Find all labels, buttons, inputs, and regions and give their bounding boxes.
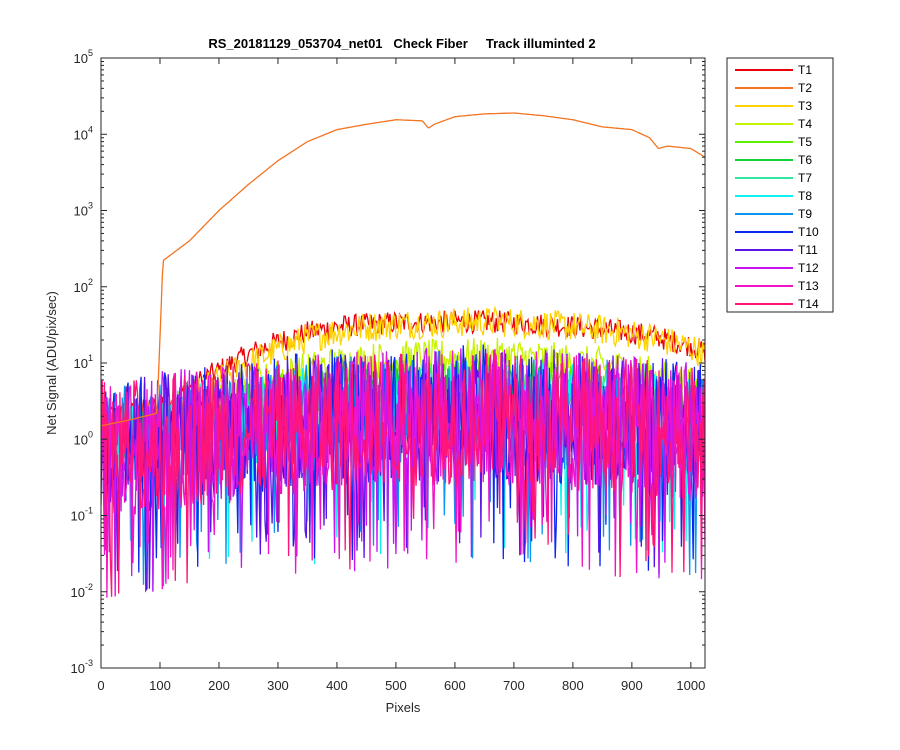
legend-item-t13: T13 — [735, 279, 819, 293]
y-tick-exponent: -1 — [85, 506, 93, 516]
legend-label: T13 — [798, 279, 819, 293]
y-tick-exponent: 5 — [88, 48, 93, 58]
legend-item-t3: T3 — [735, 99, 812, 113]
y-tick-base: 10 — [71, 661, 85, 676]
legend-item-t10: T10 — [735, 225, 819, 239]
legend-item-t4: T4 — [735, 117, 812, 131]
legend-item-t8: T8 — [735, 189, 812, 203]
chart-title: RS_20181129_053704_net01 Check Fiber Tra… — [208, 36, 595, 51]
y-tick-exponent: 2 — [88, 277, 93, 287]
y-tick-exponent: -3 — [85, 658, 93, 668]
y-tick-exponent: 4 — [88, 124, 93, 134]
x-tick-label: 900 — [621, 678, 643, 693]
legend-label: T12 — [798, 261, 819, 275]
y-tick-label: 10-3 — [71, 658, 93, 676]
y-tick-base: 10 — [74, 280, 88, 295]
y-tick-exponent: -2 — [85, 582, 93, 592]
legend-box — [726, 57, 834, 313]
y-tick-label: 102 — [74, 277, 93, 295]
y-tick-label: 10-1 — [71, 506, 93, 524]
legend-item-t11: T11 — [735, 243, 818, 257]
y-tick-base: 10 — [74, 432, 88, 447]
y-tick-label: 104 — [74, 124, 93, 142]
y-tick-exponent: 0 — [88, 429, 93, 439]
legend-label: T5 — [798, 135, 812, 149]
legend-item-t2: T2 — [735, 81, 812, 95]
legend-item-t6: T6 — [735, 153, 812, 167]
series-layer — [101, 112, 705, 598]
series-line-t14 — [101, 350, 705, 597]
legend-item-t1: T1 — [735, 63, 812, 77]
y-tick-exponent: 1 — [88, 353, 93, 363]
y-tick-base: 10 — [74, 127, 88, 142]
x-tick-label: 0 — [97, 678, 104, 693]
legend-label: T2 — [798, 81, 812, 95]
y-tick-base: 10 — [74, 356, 88, 371]
x-tick-label: 500 — [385, 678, 407, 693]
legend-label: T4 — [798, 117, 812, 131]
y-axis-label: Net Signal (ADU/pix/sec) — [44, 291, 59, 435]
legend-item-t5: T5 — [735, 135, 812, 149]
legend-item-t12: T12 — [735, 261, 819, 275]
x-tick-label: 700 — [503, 678, 525, 693]
plot-area — [100, 57, 706, 669]
x-tick-label: 300 — [267, 678, 289, 693]
x-tick-label: 800 — [562, 678, 584, 693]
y-tick-label: 101 — [74, 353, 93, 371]
series-line-t2 — [101, 112, 705, 427]
legend-item-t7: T7 — [735, 171, 812, 185]
x-tick-label: 100 — [149, 678, 171, 693]
y-tick-base: 10 — [74, 51, 88, 66]
legend: T1 T2 T3 T4 T5 T6 T7 T8 T9 T10 T11 T12 T13 T14 — [726, 57, 834, 313]
legend-item-t9: T9 — [735, 207, 812, 221]
legend-label: T6 — [798, 153, 812, 167]
legend-label: T7 — [798, 171, 812, 185]
series-line-t3 — [101, 305, 705, 438]
y-tick-base: 10 — [71, 509, 85, 524]
y-tick-exponent: 3 — [88, 201, 93, 211]
y-tick-label: 100 — [74, 429, 93, 447]
x-tick-label: 600 — [444, 678, 466, 693]
legend-label: T8 — [798, 189, 812, 203]
x-tick-label: 1000 — [676, 678, 705, 693]
y-tick-label: 103 — [74, 201, 93, 219]
legend-item-t14: T14 — [735, 297, 819, 311]
y-tick-label: 10-2 — [71, 582, 93, 600]
x-tick-label: 200 — [208, 678, 230, 693]
x-tick-label: 400 — [326, 678, 348, 693]
legend-label: T10 — [798, 225, 819, 239]
legend-label: T9 — [798, 207, 812, 221]
y-tick-base: 10 — [74, 204, 88, 219]
legend-label: T11 — [798, 243, 818, 257]
legend-label: T1 — [798, 63, 812, 77]
legend-label: T14 — [798, 297, 819, 311]
x-axis-label: Pixels — [386, 700, 421, 715]
y-tick-base: 10 — [71, 585, 85, 600]
y-tick-label: 105 — [74, 48, 93, 66]
legend-label: T3 — [798, 99, 812, 113]
